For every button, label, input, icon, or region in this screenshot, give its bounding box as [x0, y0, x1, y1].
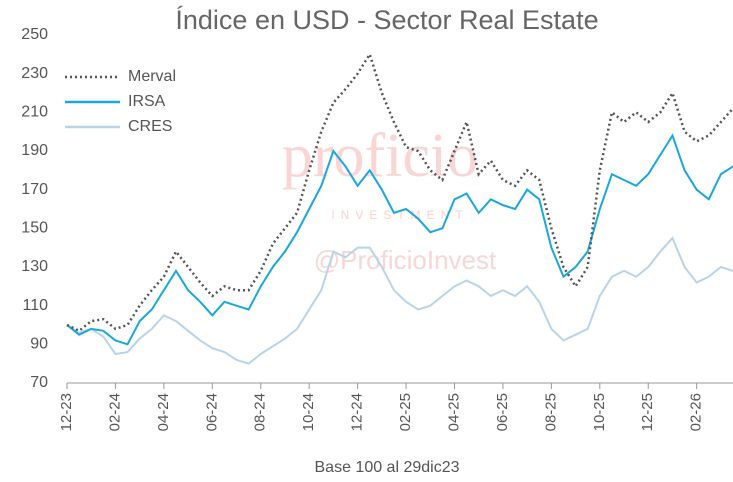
- x-tick-label: 10-24: [300, 393, 317, 431]
- chart-title: Índice en USD - Sector Real Estate: [175, 5, 598, 35]
- watermark: @ProficioInvest: [314, 245, 497, 275]
- x-tick-label: 02-26: [688, 393, 705, 431]
- y-tick-label: 150: [21, 220, 48, 237]
- y-tick-label: 130: [21, 258, 48, 275]
- legend-label: Merval: [128, 68, 176, 85]
- x-tick-label: 12-25: [639, 393, 656, 431]
- x-tick-label: 02-25: [397, 393, 414, 431]
- x-tick-label: 06-25: [494, 393, 511, 431]
- y-tick-label: 190: [21, 142, 48, 159]
- y-tick-label: 170: [21, 181, 48, 198]
- y-tick-label: 90: [30, 336, 48, 353]
- x-tick-label: 04-24: [155, 393, 172, 431]
- x-tick-label: 12-23: [58, 393, 75, 431]
- x-tick-label: 04-25: [445, 393, 462, 431]
- x-axis-label: Base 100 al 29dic23: [315, 459, 460, 476]
- series-line: [66, 51, 733, 333]
- series-line: [66, 133, 733, 346]
- y-tick-label: 70: [30, 374, 48, 391]
- legend-label: IRSA: [128, 93, 166, 110]
- x-tick-label: 08-25: [542, 393, 559, 431]
- y-tick-label: 110: [22, 297, 48, 314]
- y-tick-label: 230: [21, 65, 48, 82]
- y-tick-label: 250: [21, 26, 48, 43]
- x-tick-label: 02-24: [106, 393, 123, 431]
- series-line: [66, 236, 733, 365]
- y-tick-label: 210: [21, 104, 48, 121]
- x-tick-label: 10-25: [591, 393, 608, 431]
- x-tick-label: 12-24: [349, 393, 366, 431]
- x-tick-label: 08-24: [252, 393, 269, 431]
- watermark: INVESTMENT: [331, 208, 468, 222]
- watermark: proficio: [282, 122, 478, 190]
- legend-label: CRES: [128, 118, 172, 135]
- x-tick-label: 06-24: [203, 393, 220, 431]
